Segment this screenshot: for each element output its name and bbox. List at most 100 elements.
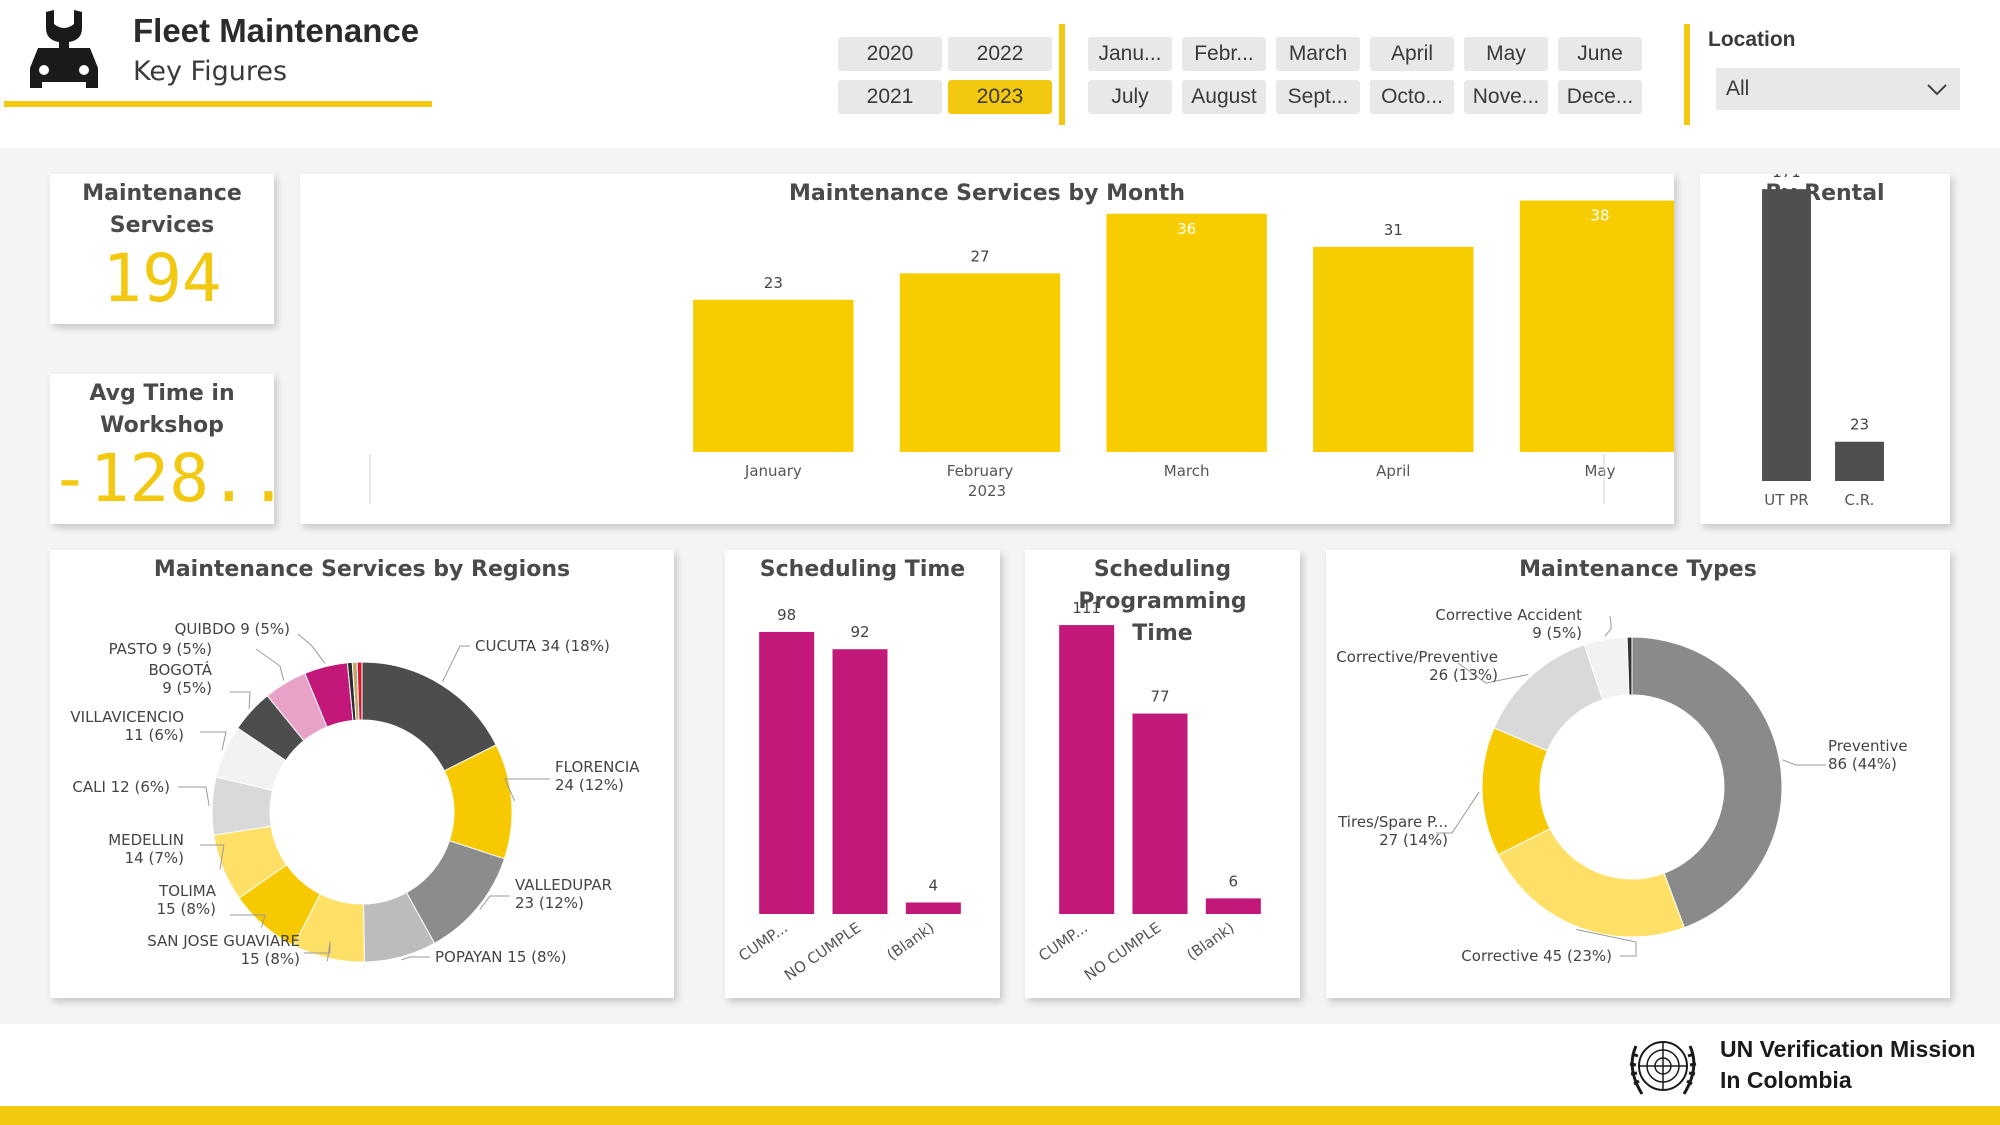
region-callout-5-leader — [230, 914, 266, 928]
card-services-by-month: Maintenance Services by Month 23 January 2… — [300, 174, 1674, 524]
types-callout-1-leader — [1576, 929, 1637, 957]
region-callout-0-leader — [441, 645, 470, 683]
bar-scheduling_time-1 — [832, 649, 888, 914]
year-2020-button[interactable]: 2020 — [838, 37, 942, 71]
region-callout-6-leader — [200, 844, 225, 870]
tick-label-scheduling_time-2: (Blank) — [883, 919, 937, 964]
by-rental-chart: 171 UT PR 23 C.R. — [1762, 174, 1884, 509]
region-callout-11-text-0: QUIBDO 9 (5%) — [175, 620, 290, 638]
data-label-by_month-3: 31 — [1384, 221, 1403, 239]
data-label-programming_time-0: 111 — [1072, 599, 1101, 617]
month-june-button[interactable]: June — [1558, 37, 1642, 71]
slice-region-14 — [356, 661, 363, 721]
month-november-button[interactable]: Nove... — [1464, 80, 1548, 114]
x-axis-label-month: 2023 — [968, 482, 1006, 500]
month-january-button[interactable]: Janu... — [1088, 37, 1172, 71]
region-callout-2-text-0: VALLEDUPAR — [515, 876, 612, 894]
month-august-button[interactable]: August — [1182, 80, 1266, 114]
month-location-divider — [1684, 24, 1690, 125]
tick-label-by_month-4: May — [1584, 462, 1615, 480]
kpi-avg-time-value: -128... — [50, 440, 274, 517]
types-callout-2-text-0: Tires/Spare P... — [1337, 813, 1448, 831]
data-label-scheduling_time-1: 92 — [850, 623, 869, 641]
year-2021-button[interactable]: 2021 — [838, 80, 942, 114]
header: Fleet Maintenance Key Figures 2020 2022 … — [0, 0, 2000, 148]
month-december-button[interactable]: Dece... — [1558, 80, 1642, 114]
bar-by_month-0 — [693, 299, 854, 452]
region-callout-1-text-0: FLORENCIA — [555, 758, 640, 776]
location-value: All — [1726, 77, 1750, 100]
region-callout-9-text-0: BOGOTÁ — [148, 660, 212, 679]
year-2022-button[interactable]: 2022 — [948, 37, 1052, 71]
tick-label-by_rental-0: UT PR — [1764, 491, 1808, 509]
types-callout-4-leader — [1604, 615, 1612, 637]
month-may-button[interactable]: May — [1464, 37, 1548, 71]
region-callout-4-leader — [304, 941, 331, 962]
data-label-by_rental-0: 171 — [1772, 174, 1801, 181]
chevron-down-icon — [1927, 84, 1947, 96]
data-label-by_month-1: 27 — [970, 247, 989, 265]
region-callout-7-leader — [178, 786, 210, 806]
footer-accent-bar — [0, 1106, 2000, 1125]
slice-types-3 — [1493, 644, 1604, 752]
region-callout-7-text-0: CALI 12 (6%) — [72, 778, 170, 796]
bar-programming_time-0 — [1059, 625, 1115, 914]
region-callout-9-leader — [230, 691, 251, 709]
data-label-by_month-4: 38 — [1590, 207, 1609, 225]
chart-title-maintenance-types: Maintenance Types — [1519, 557, 1757, 582]
month-february-button[interactable]: Febr... — [1182, 37, 1266, 71]
tick-label-programming_time-1: NO CUMPLE — [1081, 919, 1164, 985]
scheduling-time-chart: 98 CUMP... 92 NO CUMPLE 4 (Blank) — [735, 606, 961, 984]
card-scheduling-programming-time: Scheduling Programming Time 111 CUMP... 77… — [1025, 550, 1300, 998]
org-name-line1: UN Verification Mission — [1720, 1036, 1976, 1062]
card-services-by-regions: Maintenance Services by Regions CUCUTA 3… — [50, 550, 674, 998]
bar-by_month-4 — [1519, 200, 1674, 452]
data-label-scheduling_time-2: 4 — [929, 876, 939, 894]
region-callout-5-text-0: TOLIMA — [158, 882, 217, 900]
location-label: Location — [1708, 28, 1796, 51]
region-callout-3-text-0: POPAYAN 15 (8%) — [435, 948, 567, 966]
tick-label-programming_time-2: (Blank) — [1183, 919, 1237, 964]
year-2023-button[interactable]: 2023 — [948, 80, 1052, 114]
app-title: Fleet Maintenance — [133, 12, 420, 49]
services-by-month-chart: 23January27February36March31April38May39… — [369, 200, 1674, 504]
location-dropdown[interactable]: All — [1716, 68, 1960, 110]
kpi-avg-time-title: Avg Time in Workshop — [89, 381, 235, 438]
month-october-button[interactable]: Octo... — [1370, 80, 1454, 114]
month-march-button[interactable]: March — [1276, 37, 1360, 71]
tick-label-by_month-3: April — [1376, 462, 1410, 480]
tick-label-by_month-0: January — [744, 462, 802, 480]
types-callout-2-leader — [1436, 791, 1480, 834]
slice-types-5 — [1626, 636, 1633, 696]
tick-label-programming_time-0: CUMP... — [1035, 919, 1091, 966]
region-callout-0-text-0: CUCUTA 34 (18%) — [475, 637, 610, 655]
tick-label-scheduling_time-0: CUMP... — [735, 919, 791, 966]
chart-title-scheduling-programming-time: Scheduling Programming Time — [1078, 557, 1247, 646]
data-label-by_rental-1: 23 — [1850, 416, 1869, 434]
data-label-by_month-0: 23 — [764, 274, 783, 292]
month-july-button[interactable]: July — [1088, 80, 1172, 114]
month-april-button[interactable]: April — [1370, 37, 1454, 71]
bar-by_rental-1 — [1835, 441, 1884, 481]
region-callout-2-text-1: 23 (12%) — [515, 894, 584, 912]
chart-title-scheduling-time: Scheduling Time — [759, 557, 966, 582]
region-callout-9-text-1: 9 (5%) — [162, 679, 212, 697]
types-callout-0-text-1: 86 (44%) — [1828, 755, 1897, 773]
types-callout-3-leader — [1457, 662, 1529, 684]
bar-scheduling_time-2 — [905, 902, 961, 914]
tick-label-by_month-2: March — [1164, 462, 1210, 480]
year-month-divider — [1059, 24, 1065, 125]
region-callout-10-leader — [255, 648, 285, 681]
tick-label-by_month-1: February — [947, 462, 1014, 480]
region-callout-1-leader — [504, 778, 550, 802]
card-scheduling-time: Scheduling Time 98 CUMP... 92 NO CUMPLE 4 (Bl… — [725, 550, 1000, 998]
kpi-card-services: Maintenance Services 194 — [50, 174, 274, 324]
region-callout-8-text-0: VILLAVICENCIO — [70, 708, 184, 726]
region-callout-4-text-1: 15 (8%) — [241, 950, 300, 968]
month-september-button[interactable]: Sept... — [1276, 80, 1360, 114]
app-subtitle: Key Figures — [133, 56, 288, 87]
region-callout-4-text-0: SAN JOSE GUAVIARE — [147, 932, 300, 950]
tick-label-by_rental-1: C.R. — [1845, 491, 1875, 509]
